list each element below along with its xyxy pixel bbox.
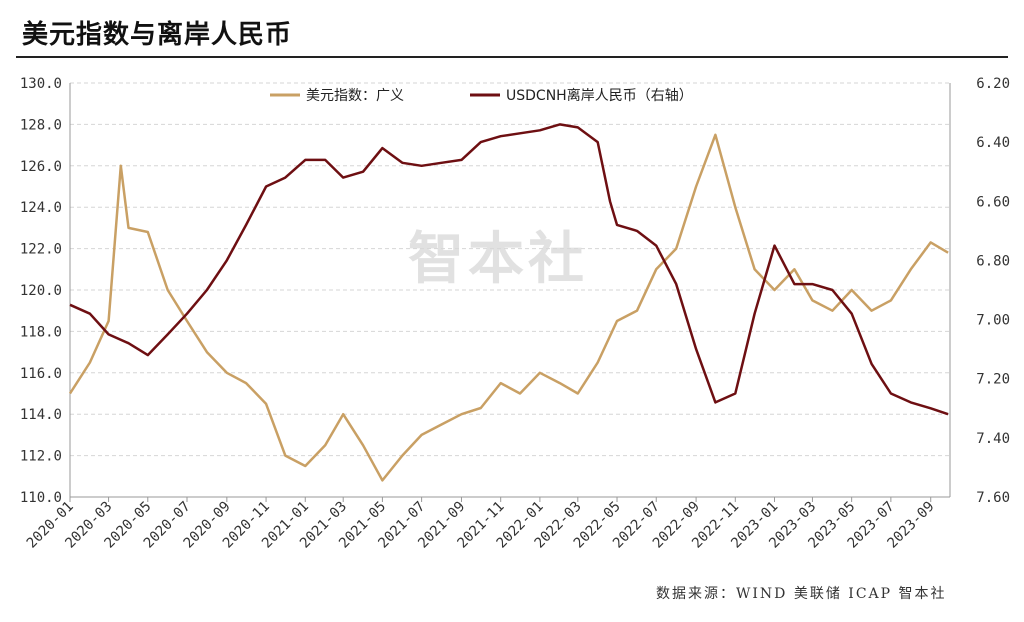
series-line-dollar-index [68, 133, 949, 482]
legend-label-usdcnh: USDCNH离岸人民币（右轴） [506, 87, 693, 104]
series-line-usdcnh [69, 123, 949, 416]
y-right-tick-label: 6.80 [976, 253, 1010, 269]
y-right-tick-label: 7.60 [976, 490, 1010, 506]
gridlines [70, 82, 950, 498]
y-left-tick-label: 110.0 [20, 490, 62, 506]
y-right-tick-label: 7.00 [976, 313, 1010, 329]
y-left-tick-label: 112.0 [20, 449, 62, 465]
y-left-tick-label: 122.0 [20, 242, 62, 258]
y-left-tick-label: 128.0 [20, 117, 62, 133]
y-left-tick-label: 130.0 [20, 76, 62, 92]
y-axis-left: 130.0 128.0 126.0 124.0 122.0 120.0 118.0 116.0… [20, 76, 71, 506]
y-left-tick-label: 118.0 [20, 324, 62, 340]
y-left-tick-label: 116.0 [20, 366, 62, 382]
y-right-tick-label: 6.60 [976, 194, 1010, 210]
watermark: 智本社 [408, 227, 588, 292]
source-note: 数据来源：WIND 美联储 ICAP 智本社 [656, 586, 947, 602]
y-right-tick-label: 7.40 [976, 431, 1010, 447]
y-left-tick-label: 126.0 [20, 159, 62, 175]
y-right-tick-label: 6.20 [976, 76, 1010, 92]
x-axis: 2020-012020-032020-052020-072020-092020-… [24, 496, 950, 552]
y-left-tick-label: 114.0 [20, 407, 62, 423]
title-divider [16, 56, 1008, 58]
y-left-tick-label: 120.0 [20, 283, 62, 299]
y-left-tick-label: 124.0 [20, 200, 62, 216]
y-right-tick-label: 7.20 [976, 372, 1010, 388]
page-title: 美元指数与离岸人民币 [22, 20, 293, 50]
legend: 美元指数：广义 USDCNH离岸人民币（右轴） [270, 87, 693, 104]
y-right-tick-label: 6.40 [976, 135, 1010, 151]
y-axis-right: 6.20 6.40 6.60 6.80 7.00 7.20 7.40 7.60 [949, 76, 1010, 506]
legend-label-dollar-index: 美元指数：广义 [306, 88, 404, 104]
series-layer [68, 123, 949, 482]
